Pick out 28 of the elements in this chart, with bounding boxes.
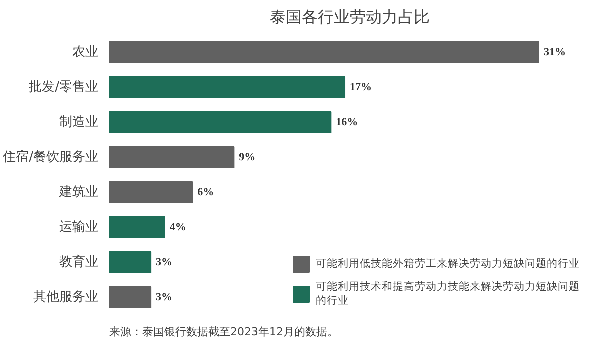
legend-label: 可能利用技术和提高劳动力技能来解决劳动力短缺问题的行业 [316,280,580,308]
chart-title: 泰国各行业劳动力占比 [270,8,430,26]
source-note: 来源：泰国银行数据截至2023年12月的数据。 [110,326,338,338]
data-label: 9% [239,152,256,164]
data-label: 6% [198,186,214,198]
y-tick-label: 教育业 [60,254,98,270]
y-tick-label: 制造业 [60,115,98,130]
data-label: 16% [336,116,358,128]
y-tick-label: 批发/零售业 [29,80,99,95]
bar [110,286,152,308]
y-tick-label: 其他服务业 [34,290,98,305]
data-label: 4% [170,222,186,234]
bar [110,42,540,64]
bar [110,76,346,98]
data-label: 3% [156,256,173,268]
data-label: 31% [544,46,566,58]
bar [110,112,332,134]
data-label: 3% [156,292,173,304]
bar [110,216,166,238]
bar [110,146,235,168]
y-tick-label: 农业 [72,45,98,60]
legend-label: 可能利用低技能外籍劳工来解决劳动力短缺问题的行业 [316,257,580,271]
y-tick-label: 建筑业 [58,185,98,200]
data-label: 17% [350,82,372,94]
bar [110,182,194,204]
y-tick-label: 住宿/餐饮服务业 [2,149,99,165]
y-tick-label: 运输业 [60,220,98,235]
bar [110,252,152,274]
